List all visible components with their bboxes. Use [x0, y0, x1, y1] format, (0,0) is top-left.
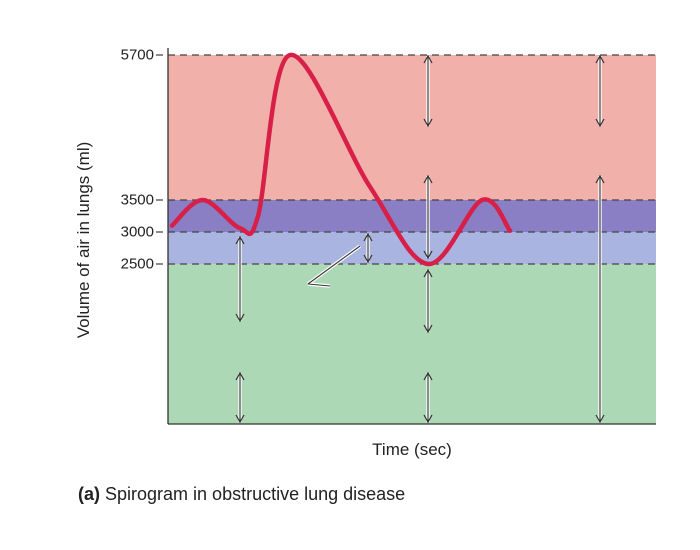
- y-tick-3500: 3500: [120, 191, 154, 209]
- arrow-right-main-bottom-head: [595, 414, 605, 424]
- arrow-center-low-bottom-head: [423, 324, 433, 334]
- figure-caption: (a) Spirogram in obstructive lung diseas…: [78, 484, 405, 505]
- arrow-center-low-top-head: [423, 268, 433, 278]
- zone-3500-5700: [168, 55, 656, 200]
- y-axis-label: Volume of air in lungs (ml): [74, 141, 93, 339]
- arrow-center-top-bottom-head: [423, 118, 433, 128]
- arrow-left-upper-bottom-head: [235, 313, 245, 323]
- arrow-tidal-top-head: [363, 232, 373, 242]
- arrow-center-bottom-bottom-head: [423, 414, 433, 424]
- arrow-center-bottom-top-head: [423, 371, 433, 381]
- arrow-left-lower-top-head: [235, 371, 245, 381]
- measurement-arrows: [235, 54, 605, 424]
- arrow-center-top-top-head: [423, 54, 433, 64]
- zone-3000-3500: [168, 200, 656, 232]
- arrow-right-top-top-head: [595, 54, 605, 64]
- y-tick-2500: 2500: [120, 255, 154, 273]
- arrow-tidal-bottom-head: [363, 254, 373, 264]
- y-tick-5700: 5700: [120, 46, 154, 64]
- x-axis-label: Time (sec): [372, 440, 452, 459]
- arrow-right-top-bottom-head: [595, 118, 605, 128]
- arrow-left-upper-top-head: [235, 235, 245, 245]
- chart-axes: [167, 48, 656, 425]
- zone-2500-3000: [168, 232, 656, 264]
- volume-zones: [168, 55, 656, 424]
- leader-line: [307, 245, 361, 287]
- arrow-left-lower-bottom-head: [235, 414, 245, 424]
- y-tick-3000: 3000: [120, 223, 154, 241]
- zone-0-2500: [168, 264, 656, 424]
- arrow-right-main-top-head: [595, 174, 605, 184]
- arrow-center-mid-bottom-head: [423, 250, 433, 260]
- caption-tag: (a): [78, 484, 100, 504]
- volume-curve: [169, 52, 513, 267]
- arrow-center-mid-top-head: [423, 174, 433, 184]
- caption-text: Spirogram in obstructive lung disease: [105, 484, 406, 504]
